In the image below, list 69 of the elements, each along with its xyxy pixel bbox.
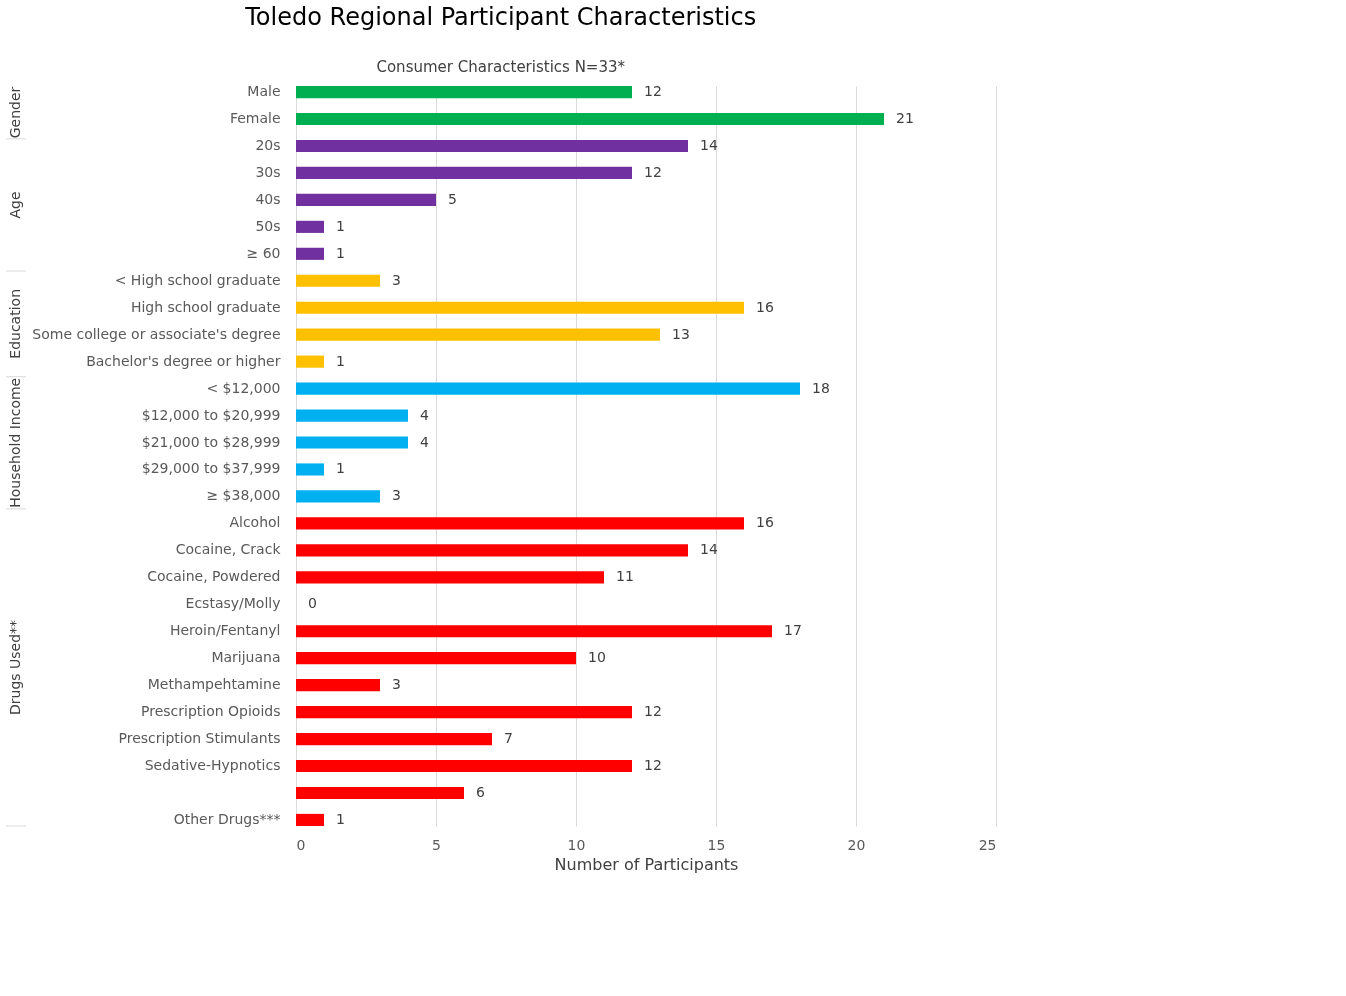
- data-label: 21: [896, 110, 914, 127]
- y-tick-label: < High school graduate: [114, 271, 281, 288]
- data-label: 11: [616, 568, 634, 585]
- data-label: 14: [700, 541, 718, 558]
- data-label: 1: [336, 217, 345, 234]
- x-tick-label: 10: [567, 836, 586, 853]
- y-tick-label: $29,000 to $37,999: [141, 460, 281, 477]
- y-tick-label: 30s: [255, 163, 281, 180]
- text: Gender: [7, 86, 23, 139]
- data-label: 14: [700, 136, 718, 153]
- data-label: 12: [644, 703, 662, 720]
- data-label: 18: [812, 379, 830, 396]
- chart-title: Toledo Regional Participant Characteristics: [244, 2, 757, 31]
- y-tick-label: Heroin/Fentanyl: [169, 622, 281, 639]
- y-tick-label: Marijuana: [211, 649, 281, 666]
- y-tick-label: $21,000 to $28,999: [141, 433, 281, 450]
- text: Education: [7, 289, 23, 359]
- data-label: 4: [420, 433, 429, 450]
- chart-subtitle: Consumer Characteristics N=33*: [376, 57, 626, 76]
- text: Household Income: [7, 377, 23, 508]
- data-label: 7: [504, 730, 513, 747]
- data-label: 4: [420, 406, 429, 423]
- data-label: 3: [392, 271, 401, 288]
- text: Drugs Used**: [7, 619, 23, 715]
- data-label: 16: [756, 514, 774, 531]
- y-tick-label: Female: [229, 110, 281, 127]
- text: Age: [7, 191, 23, 219]
- y-tick-label: Bachelor's degree or higher: [86, 352, 281, 369]
- y-tick-label: Prescription Opioids: [141, 703, 281, 720]
- data-label: 12: [644, 163, 662, 180]
- y-tick-label: Male: [247, 83, 281, 100]
- x-tick-label: 25: [978, 836, 997, 853]
- data-label: 1: [336, 810, 345, 827]
- y-tick-label: 40s: [255, 190, 281, 207]
- y-tick-label: ≥ 60: [246, 244, 281, 261]
- y-tick-label: Alcohol: [229, 514, 281, 531]
- x-tick-label: 15: [707, 836, 726, 853]
- y-tick-label: Sedative-Hypnotics: [144, 757, 281, 774]
- data-label: 12: [644, 757, 662, 774]
- data-label: 13: [672, 325, 690, 342]
- y-tick-label: 20s: [255, 136, 281, 153]
- y-tick-label: Ecstasy/Molly: [185, 595, 281, 612]
- x-tick-label: 5: [432, 836, 441, 853]
- data-label: 1: [336, 460, 345, 477]
- y-tick-label: 50s: [255, 217, 281, 234]
- data-label: 5: [448, 190, 457, 207]
- data-label: 10: [588, 649, 606, 666]
- y-tick-label: Methampehtamine: [147, 676, 281, 693]
- y-tick-label: < $12,000: [206, 379, 281, 396]
- data-label: 0: [308, 595, 317, 612]
- x-axis-title: Number of Participants: [554, 854, 739, 874]
- y-tick-label: Cocaine, Powdered: [147, 568, 281, 585]
- y-tick-label: $12,000 to $20,999: [141, 406, 281, 423]
- y-tick-label: Other Drugs***: [173, 810, 281, 827]
- y-tick-label: Some college or associate's degree: [32, 325, 281, 342]
- data-label: 1: [336, 352, 345, 369]
- data-label: 6: [476, 783, 485, 800]
- y-tick-label: ≥ $38,000: [206, 487, 281, 504]
- data-label: 12: [644, 83, 662, 100]
- data-label: 1: [336, 244, 345, 261]
- x-tick-label: 20: [847, 836, 866, 853]
- y-tick-label: Prescription Stimulants: [118, 730, 281, 747]
- data-label: 17: [784, 622, 802, 639]
- y-tick-label: High school graduate: [130, 298, 281, 315]
- data-label: 3: [392, 676, 401, 693]
- data-label: 16: [756, 298, 774, 315]
- data-label: 3: [392, 487, 401, 504]
- y-tick-label: Cocaine, Crack: [175, 541, 282, 558]
- x-tick-label: 0: [296, 836, 306, 853]
